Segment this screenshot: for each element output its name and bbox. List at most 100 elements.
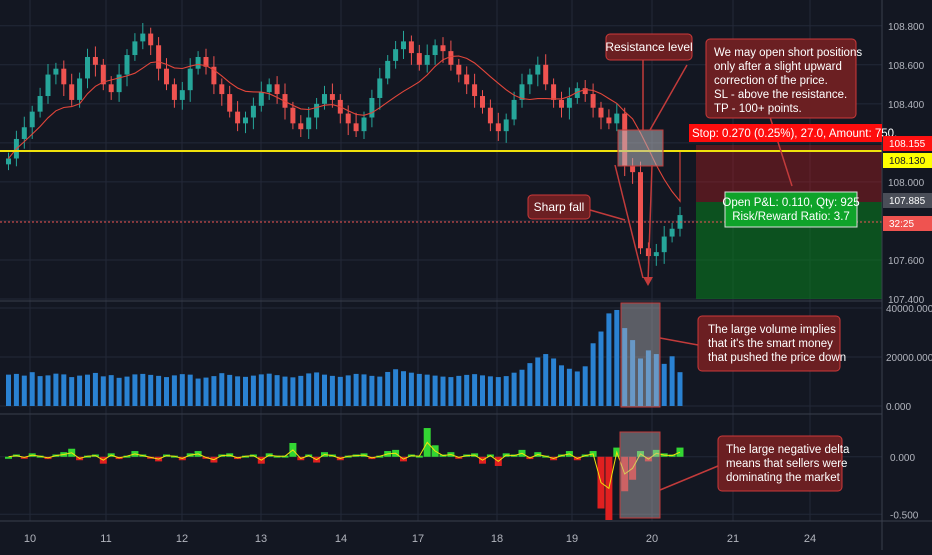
candle-body (401, 41, 406, 50)
volume-bar (614, 309, 620, 406)
volume-bar (92, 372, 98, 406)
svg-text:107.885: 107.885 (889, 196, 926, 207)
volume-note-line-2: that it's the smart money (708, 338, 833, 350)
time-tick-label: 17 (412, 533, 424, 545)
current-price-tag: 107.885 (883, 193, 932, 208)
candle-body (661, 236, 667, 253)
candle-body (456, 64, 462, 75)
candle-body (6, 158, 11, 165)
trade-idea-line-5: TP - 100+ points. (714, 103, 802, 115)
candle-body (227, 94, 233, 112)
price-tick-label: 108.000 (888, 178, 925, 189)
volume-bar (408, 372, 414, 406)
volume-bar (85, 374, 90, 406)
pnl-box: Open P&L: 0.110, Qty: 925 Risk/Reward Ra… (722, 191, 860, 228)
volume-bar (432, 375, 438, 406)
time-tick-label: 11 (100, 533, 111, 545)
volume-bar (6, 374, 11, 406)
resistance-label-box: Resistance level (605, 33, 693, 61)
volume-bar (638, 358, 643, 406)
candle-body (322, 94, 327, 104)
volume-bar (559, 365, 564, 406)
svg-text:108.155: 108.155 (889, 139, 926, 150)
sharp-fall-connector (589, 209, 626, 221)
volume-bar (69, 377, 75, 406)
candle-body (211, 66, 217, 85)
delta-note-line-1: The large negative delta (726, 444, 850, 456)
volume-bar (124, 376, 130, 406)
volume-bar (77, 375, 83, 406)
volume-bar (393, 369, 399, 406)
volume-bar (677, 372, 683, 406)
candle-body (519, 84, 525, 100)
candle-body (551, 84, 557, 100)
volume-bar (100, 376, 106, 406)
candle-body (274, 84, 280, 95)
candle-body (432, 45, 438, 56)
trade-idea-line-4: SL - above the resistance. (714, 89, 847, 101)
candle-body (464, 74, 470, 85)
trade-idea-line-1: We may open short positions (714, 47, 862, 59)
candle-body (235, 111, 241, 124)
volume-note-box: The large volume implies that it's the s… (697, 315, 846, 372)
trade-idea-line-3: correction of the price. (714, 75, 828, 87)
volume-bar (37, 376, 43, 406)
arrow-head (643, 277, 653, 286)
volume-bar (140, 373, 146, 406)
candle-body (598, 107, 604, 118)
price-tick-label: 108.800 (888, 22, 925, 33)
candle-body (132, 41, 138, 56)
volume-bar (282, 376, 288, 406)
candle-body (408, 41, 414, 54)
candle-body (480, 96, 485, 108)
candle-body (559, 99, 564, 108)
volume-bar (116, 377, 122, 406)
volume-bar (329, 375, 335, 406)
candle-body (179, 90, 185, 100)
volume-bar (211, 376, 217, 406)
volume-bar (543, 354, 549, 406)
volume-bar (235, 376, 241, 406)
candle-body (258, 92, 264, 106)
candle-body (424, 55, 430, 65)
candle-body (503, 119, 509, 132)
candle-body (156, 45, 162, 69)
volume-note-line-1: The large volume implies (708, 324, 836, 336)
candle-body (37, 96, 43, 112)
candle-body (203, 56, 209, 67)
candle-body (440, 45, 446, 52)
candle-body (45, 74, 51, 97)
candle-body (306, 117, 312, 130)
candle-body (377, 78, 383, 98)
candle-body (543, 64, 549, 85)
candle-body (574, 88, 580, 98)
volume-bar (306, 373, 312, 406)
candle-body (29, 111, 35, 128)
resistance-zone-box (617, 129, 664, 167)
trade-idea-line-2: only after a slight upward (714, 61, 842, 73)
delta-note-line-2: means that sellers were (726, 458, 847, 470)
volume-bar (424, 374, 430, 406)
delta-bar (5, 456, 12, 459)
resistance-label: Resistance level (605, 40, 692, 54)
svg-text:32:25: 32:25 (889, 219, 914, 230)
volume-bar (203, 377, 209, 406)
volume-tick-label: 0.000 (886, 402, 911, 413)
volume-bar (472, 374, 478, 406)
candle-body (243, 117, 248, 124)
sharp-fall-arrow (614, 164, 644, 279)
trade-idea-connector (649, 64, 688, 131)
candle-body (369, 97, 375, 118)
volume-bar (416, 373, 422, 406)
candle-body (164, 68, 169, 85)
volume-bar (164, 377, 169, 406)
price-tick-label: 107.600 (888, 256, 925, 267)
candle-body (472, 84, 478, 97)
volume-bar (156, 375, 162, 406)
time-tick-label: 13 (255, 533, 267, 545)
volume-bar (266, 373, 272, 406)
volume-bar (511, 372, 517, 406)
candle-body (298, 123, 304, 130)
volume-bar (219, 373, 225, 406)
